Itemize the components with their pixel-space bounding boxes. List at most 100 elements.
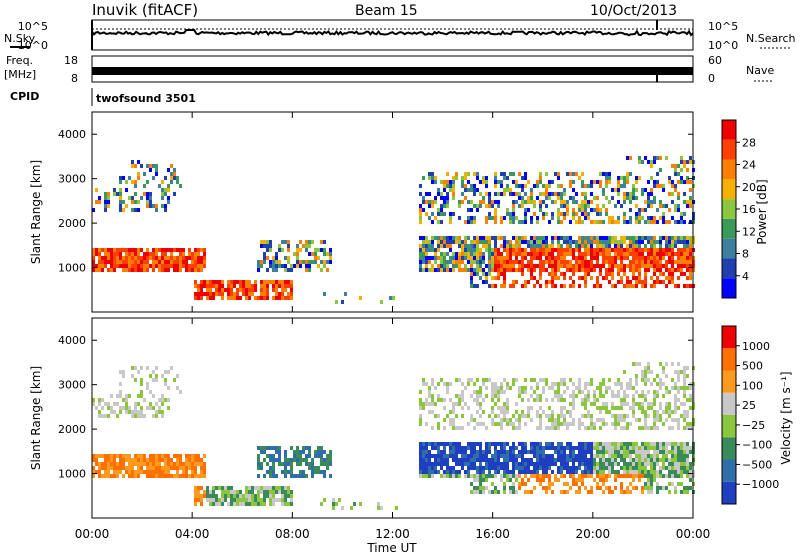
velocity-cell: [545, 378, 548, 382]
velocity-cell: [434, 414, 437, 418]
velocity-cell: [641, 394, 644, 398]
velocity-cell: [326, 454, 329, 458]
power-cell: [560, 184, 563, 188]
velocity-cell: [608, 450, 611, 454]
power-cell: [500, 184, 503, 188]
power-cell: [134, 184, 137, 188]
velocity-cell: [596, 418, 599, 422]
velocity-cell: [545, 462, 548, 466]
velocity-cell: [647, 402, 650, 406]
velocity-cell: [473, 450, 476, 454]
power-cell: [212, 284, 215, 288]
power-cell: [476, 188, 479, 192]
power-cell: [428, 256, 431, 260]
ytick-label: 2000: [58, 217, 86, 230]
power-cell: [119, 264, 122, 268]
velocity-cell: [167, 398, 170, 402]
nave-ytick-bottom: 0: [708, 72, 715, 85]
power-cell: [446, 240, 449, 244]
velocity-cell: [683, 374, 686, 378]
velocity-cell: [269, 498, 272, 502]
power-cell: [593, 252, 596, 256]
power-cell: [281, 296, 284, 300]
power-cell: [98, 264, 101, 268]
velocity-cell: [188, 458, 191, 462]
power-cell: [458, 252, 461, 256]
velocity-cell: [521, 446, 524, 450]
power-colorbar-label: Power [dB]: [755, 179, 769, 244]
velocity-cell: [494, 382, 497, 386]
power-cell: [260, 244, 263, 248]
velocity-cell: [674, 454, 677, 458]
velocity-cell: [98, 466, 101, 470]
power-cell: [290, 292, 293, 296]
velocity-cell: [281, 502, 284, 506]
velocity-cell: [140, 462, 143, 466]
power-cell: [344, 292, 347, 296]
velocity-cell: [632, 402, 635, 406]
velocity-cell: [245, 490, 248, 494]
power-cell: [107, 252, 110, 256]
velocity-cell: [560, 378, 563, 382]
velocity-cell: [524, 390, 527, 394]
nave-ytick-top: 60: [708, 54, 722, 67]
power-cell: [566, 260, 569, 264]
velocity-cell: [290, 458, 293, 462]
power-cell: [503, 272, 506, 276]
velocity-cell: [638, 478, 641, 482]
velocity-cell: [143, 398, 146, 402]
velocity-cell: [512, 446, 515, 450]
power-cell: [263, 292, 266, 296]
velocity-cell: [449, 450, 452, 454]
power-cell: [251, 288, 254, 292]
power-cell: [467, 248, 470, 252]
velocity-cell: [449, 422, 452, 426]
power-cell: [671, 200, 674, 204]
power-cell: [551, 264, 554, 268]
velocity-cell: [647, 406, 650, 410]
power-cell: [644, 284, 647, 288]
power-cell: [599, 212, 602, 216]
power-cell: [191, 260, 194, 264]
power-cell: [149, 256, 152, 260]
velocity-cell: [578, 390, 581, 394]
velocity-cell: [116, 462, 119, 466]
power-cell: [629, 156, 632, 160]
power-cell: [602, 252, 605, 256]
velocity-cell: [587, 394, 590, 398]
velocity-cell: [152, 458, 155, 462]
velocity-cell: [665, 474, 668, 478]
velocity-cell: [602, 378, 605, 382]
power-cell: [680, 176, 683, 180]
velocity-cell: [461, 426, 464, 430]
power-cell: [512, 172, 515, 176]
velocity-cell: [290, 462, 293, 466]
velocity-cell: [599, 446, 602, 450]
power-cell: [689, 180, 692, 184]
velocity-cell: [308, 462, 311, 466]
power-cell: [515, 184, 518, 188]
power-cell: [611, 268, 614, 272]
velocity-cell: [263, 450, 266, 454]
power-cell: [479, 200, 482, 204]
power-cell: [293, 264, 296, 268]
velocity-cell: [614, 478, 617, 482]
power-cell: [209, 280, 212, 284]
velocity-cell: [188, 466, 191, 470]
power-cell: [680, 272, 683, 276]
power-cell: [551, 216, 554, 220]
velocity-cell: [437, 454, 440, 458]
velocity-cell: [209, 490, 212, 494]
power-cell: [242, 288, 245, 292]
velocity-cell: [635, 378, 638, 382]
velocity-cell: [248, 502, 251, 506]
power-cell: [170, 180, 173, 184]
power-cell: [662, 252, 665, 256]
power-cell: [491, 256, 494, 260]
velocity-cell: [422, 466, 425, 470]
power-cell: [140, 196, 143, 200]
velocity-cell: [443, 462, 446, 466]
power-cell: [470, 216, 473, 220]
velocity-cell: [641, 410, 644, 414]
